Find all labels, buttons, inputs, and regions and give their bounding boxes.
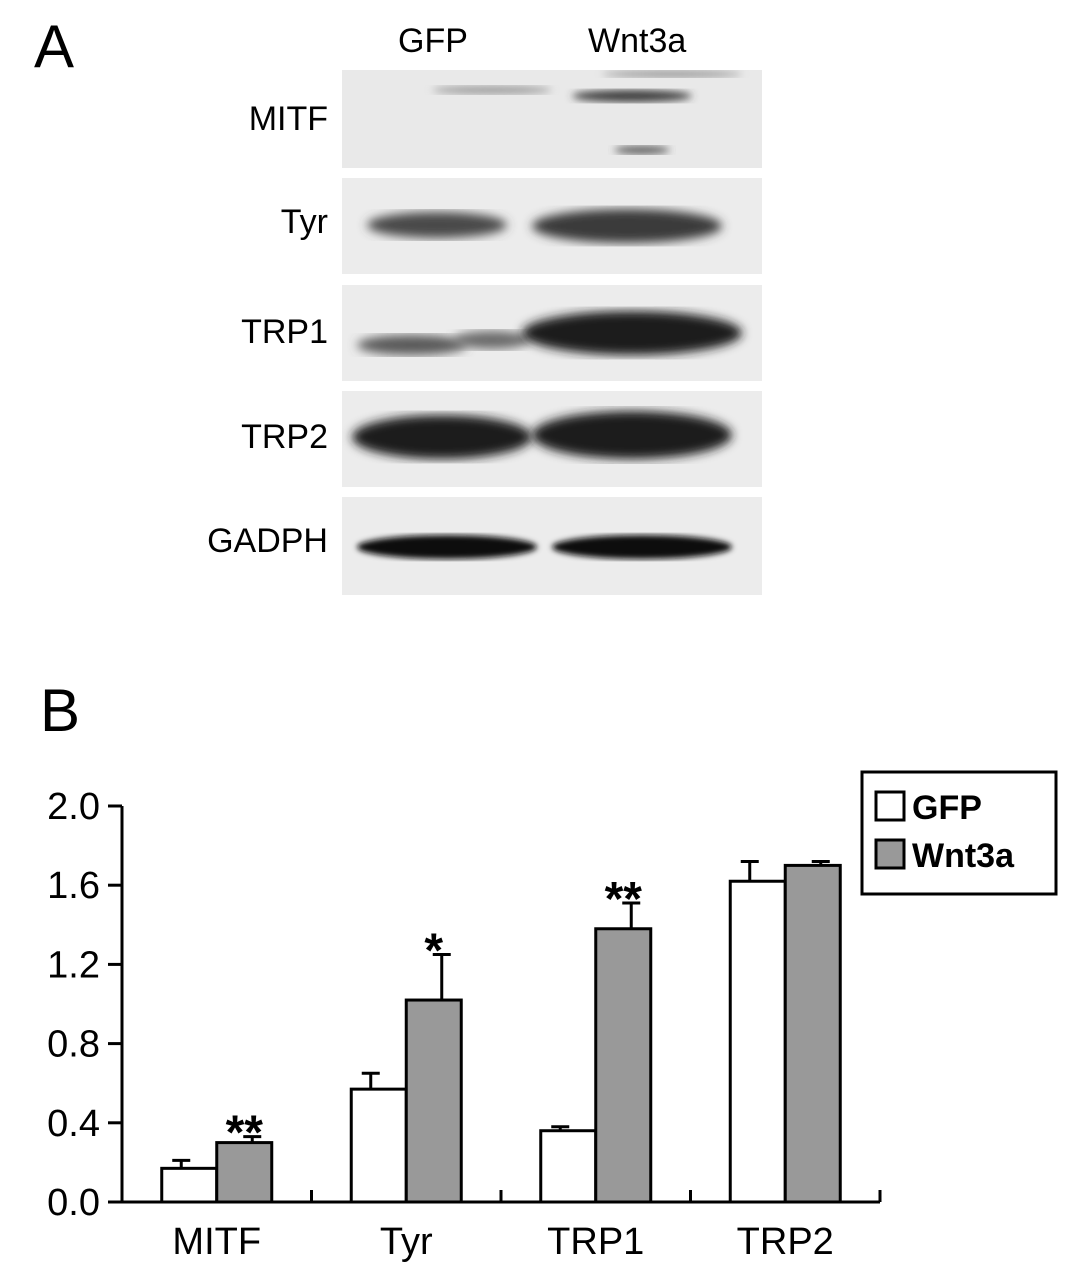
blot-row-label-gadph: GADPH (207, 522, 328, 560)
bar-wnt3a-mitf (215, 1141, 274, 1204)
bar-gfp-tyr (349, 1087, 408, 1204)
panel-b-letter: B (40, 677, 81, 744)
blot-strip-trp1 (342, 285, 762, 381)
y-tick-label-4: 1.6 (47, 865, 100, 907)
y-tick-label-2: 0.8 (47, 1024, 100, 1066)
blot-row-label-mitf: MITF (248, 100, 328, 138)
significance-trp1: ** (605, 873, 643, 926)
blot-strip-tyr (342, 178, 762, 274)
y-tick-label-1: 0.4 (47, 1103, 100, 1145)
bar-wnt3a-trp2 (783, 863, 842, 1204)
blot-row-label-tyr: Tyr (280, 203, 328, 241)
y-tick-label-5: 2.0 (47, 786, 100, 828)
blot-strip-trp2 (342, 391, 762, 487)
bar-wnt3a-tyr (404, 998, 463, 1204)
blot-image-gadph (342, 497, 762, 595)
bar-gfp-trp2 (728, 879, 787, 1204)
blot-row-label-trp1: TRP1 (241, 313, 328, 351)
x-tick-label-trp2: TRP2 (737, 1221, 834, 1263)
blot-strip-mitf (342, 70, 762, 168)
lane-label-wnt3a: Wnt3a (588, 22, 687, 60)
legend-swatch-gfp (874, 790, 906, 822)
lane-label-gfp: GFP (398, 22, 468, 60)
blot-row-label-trp2: TRP2 (241, 418, 328, 456)
legend-label-gfp: GFP (912, 789, 982, 827)
panel-a-letter: A (34, 13, 75, 80)
blot-image-trp2 (342, 391, 762, 487)
y-tick-label-3: 1.2 (47, 944, 100, 986)
x-tick-label-tyr: Tyr (380, 1221, 433, 1263)
x-tick-label-trp1: TRP1 (547, 1221, 644, 1263)
blot-strip-gadph (342, 497, 762, 595)
x-tick-label-mitf: MITF (172, 1221, 261, 1263)
significance-tyr: * (424, 925, 443, 978)
significance-mitf: ** (226, 1107, 264, 1160)
bar-wnt3a-trp1 (594, 927, 653, 1204)
bar-gfp-mitf (160, 1166, 219, 1204)
legend-label-wnt3a: Wnt3a (912, 837, 1015, 875)
blot-image-trp1 (342, 285, 762, 381)
blot-image-mitf (342, 70, 762, 168)
y-tick-label-0: 0.0 (47, 1182, 100, 1224)
blot-image-tyr (342, 178, 762, 274)
bar-gfp-trp1 (539, 1129, 598, 1204)
legend-swatch-wnt3a (874, 838, 906, 870)
